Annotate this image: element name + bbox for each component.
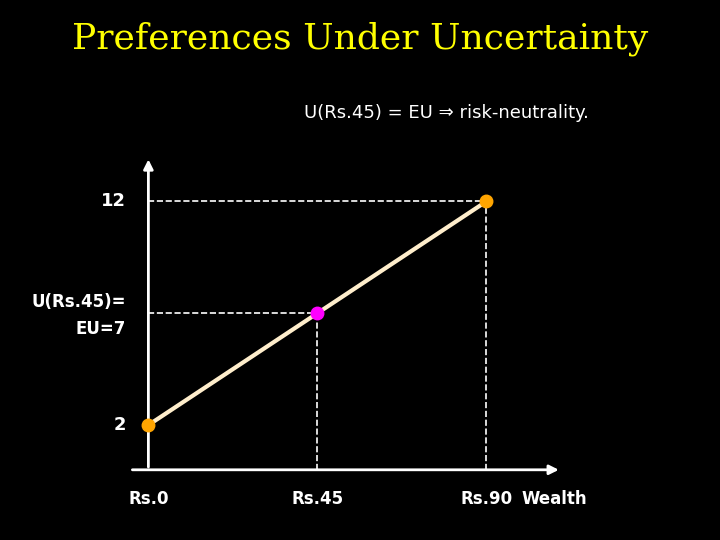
Text: EU=7: EU=7 — [76, 320, 126, 338]
Text: Wealth: Wealth — [521, 490, 587, 508]
Text: Rs.45: Rs.45 — [292, 490, 343, 508]
Text: Rs.0: Rs.0 — [128, 490, 168, 508]
Text: Rs.90: Rs.90 — [460, 490, 513, 508]
Text: Preferences Under Uncertainty: Preferences Under Uncertainty — [72, 22, 648, 56]
Text: U(Rs.45)=: U(Rs.45)= — [32, 293, 126, 311]
Text: U(Rs.45) = EU ⇒ risk-neutrality.: U(Rs.45) = EU ⇒ risk-neutrality. — [304, 104, 589, 123]
Text: 2: 2 — [113, 416, 126, 434]
Text: 12: 12 — [101, 192, 126, 211]
